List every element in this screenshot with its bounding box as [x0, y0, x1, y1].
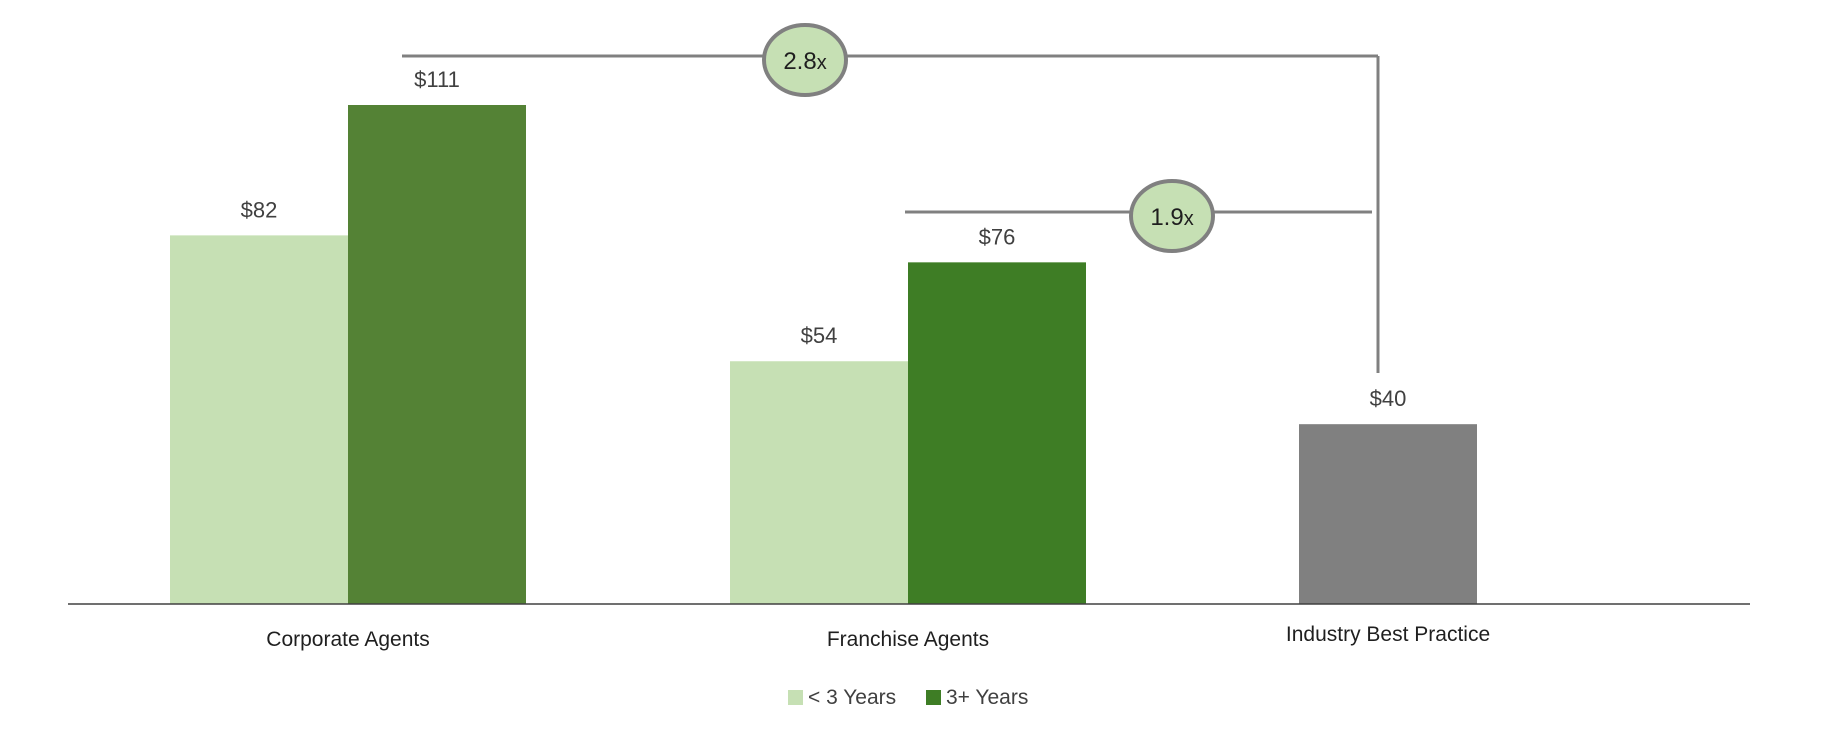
- value-labels-group: $82 $111 $54 $76 $40: [241, 67, 1407, 411]
- multiplier-badges: 2.8x 1.9x: [762, 23, 1215, 253]
- legend-swatch: [788, 690, 803, 705]
- multiplier-badge-ellipse: [762, 23, 848, 97]
- value-label-franchise-agents-3-years: $54: [801, 323, 838, 348]
- bar-corporate-agents-3-years: [170, 235, 348, 604]
- category-labels-group: Corporate Agents Franchise Agents Industry…: [266, 623, 1490, 651]
- bar-corporate-agents-3-years: [348, 105, 526, 604]
- legend-item-3-years: < 3 Years: [788, 686, 896, 709]
- bar-industry-best-practice-value: [1299, 424, 1477, 604]
- value-label-franchise-agents-3-years: $76: [979, 224, 1016, 249]
- value-label-corporate-agents-3-years: $82: [241, 197, 278, 222]
- multiplier-badge-1-9x: 1.9x: [1129, 179, 1215, 253]
- value-label-corporate-agents-3-years: $111: [414, 67, 460, 92]
- multiplier-label: 1.9x: [1150, 204, 1193, 231]
- bar-franchise-agents-3-years: [908, 262, 1086, 604]
- legend: < 3 Years 3+ Years: [788, 686, 1028, 709]
- multiplier-connectors: [402, 54, 1380, 373]
- multiplier-badge-2-8x: 2.8x: [762, 23, 848, 97]
- bar-franchise-agents-3-years: [730, 361, 908, 604]
- category-label-industry-best-practice: Industry Best Practice: [1286, 623, 1490, 646]
- bars-group: [170, 105, 1477, 604]
- multiplier-label: 2.8x: [783, 48, 826, 75]
- legend-label: 3+ Years: [946, 686, 1028, 709]
- legend-swatch: [926, 690, 941, 705]
- category-label-franchise-agents: Franchise Agents: [827, 628, 989, 651]
- legend-item-3-years: 3+ Years: [926, 686, 1028, 709]
- multiplier-badge-ellipse: [1129, 179, 1215, 253]
- legend-label: < 3 Years: [808, 686, 896, 709]
- category-label-corporate-agents: Corporate Agents: [266, 628, 429, 651]
- value-label-industry-best-practice-value: $40: [1370, 386, 1407, 411]
